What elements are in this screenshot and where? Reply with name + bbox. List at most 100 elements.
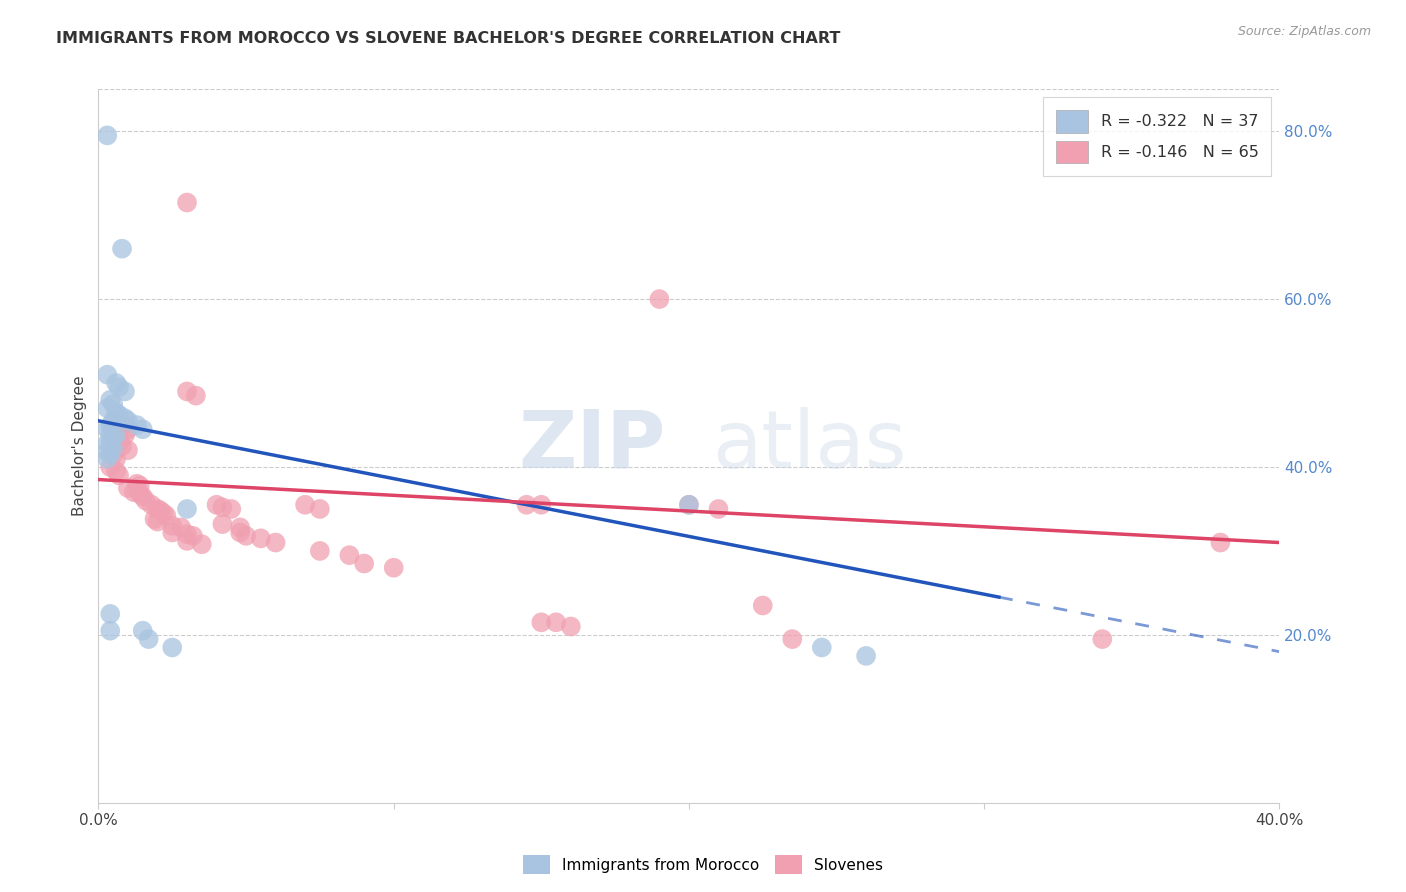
Point xyxy=(339,548,360,562)
Point xyxy=(515,498,537,512)
Text: IMMIGRANTS FROM MOROCCO VS SLOVENE BACHELOR'S DEGREE CORRELATION CHART: IMMIGRANTS FROM MOROCCO VS SLOVENE BACHE… xyxy=(56,31,841,46)
Text: ZIP: ZIP xyxy=(517,407,665,485)
Point xyxy=(117,481,139,495)
Point xyxy=(125,476,148,491)
Point xyxy=(111,417,134,432)
Point xyxy=(96,451,118,466)
Point xyxy=(98,460,121,475)
Point xyxy=(103,397,125,411)
Point xyxy=(162,640,183,655)
Point xyxy=(170,520,193,534)
Point xyxy=(382,560,405,574)
Point xyxy=(264,535,287,549)
Point xyxy=(103,431,125,445)
Point xyxy=(117,414,139,428)
Point xyxy=(191,537,214,551)
Point xyxy=(810,640,832,655)
Point xyxy=(96,401,118,416)
Point xyxy=(546,615,568,630)
Point xyxy=(707,502,730,516)
Point xyxy=(125,417,148,432)
Point xyxy=(98,607,121,621)
Point xyxy=(211,500,233,515)
Point xyxy=(135,493,157,508)
Point xyxy=(103,442,125,456)
Point xyxy=(122,485,145,500)
Y-axis label: Bachelor's Degree: Bachelor's Degree xyxy=(72,376,87,516)
Point xyxy=(162,525,183,540)
Point xyxy=(229,520,252,534)
Point xyxy=(96,422,118,436)
Text: Source: ZipAtlas.com: Source: ZipAtlas.com xyxy=(1237,25,1371,38)
Point xyxy=(309,502,332,516)
Point xyxy=(105,428,128,442)
Point xyxy=(98,433,121,447)
Point xyxy=(782,632,804,646)
Legend: Immigrants from Morocco, Slovenes: Immigrants from Morocco, Slovenes xyxy=(516,849,890,880)
Point xyxy=(229,525,252,540)
Point xyxy=(103,447,125,461)
Point xyxy=(98,447,121,461)
Point xyxy=(294,498,316,512)
Point xyxy=(111,242,134,256)
Point xyxy=(235,529,257,543)
Point xyxy=(108,380,131,394)
Point xyxy=(309,544,332,558)
Point xyxy=(103,431,125,445)
Point xyxy=(155,508,177,523)
Point xyxy=(108,468,131,483)
Point xyxy=(751,599,773,613)
Point xyxy=(143,512,166,526)
Point xyxy=(105,405,128,419)
Point xyxy=(184,389,207,403)
Point xyxy=(98,392,121,407)
Point xyxy=(211,517,233,532)
Point xyxy=(132,624,155,638)
Point xyxy=(530,498,553,512)
Point xyxy=(250,532,273,546)
Point xyxy=(162,518,183,533)
Point xyxy=(146,502,169,516)
Point xyxy=(98,439,121,453)
Point xyxy=(108,408,131,422)
Point xyxy=(353,557,375,571)
Point xyxy=(1091,632,1114,646)
Point xyxy=(105,451,128,466)
Point xyxy=(128,487,150,501)
Point xyxy=(152,506,174,520)
Point xyxy=(114,411,136,425)
Point xyxy=(138,632,160,646)
Point xyxy=(105,464,128,478)
Point xyxy=(678,498,700,512)
Point xyxy=(132,422,155,436)
Point xyxy=(176,527,198,541)
Text: atlas: atlas xyxy=(713,407,907,485)
Point xyxy=(98,624,121,638)
Point xyxy=(176,533,198,548)
Point xyxy=(103,414,125,428)
Point xyxy=(176,502,198,516)
Legend: R = -0.322   N = 37, R = -0.146   N = 65: R = -0.322 N = 37, R = -0.146 N = 65 xyxy=(1043,97,1271,176)
Point xyxy=(96,128,118,143)
Point xyxy=(855,648,877,663)
Point xyxy=(530,615,553,630)
Point xyxy=(146,515,169,529)
Point xyxy=(105,414,128,428)
Point xyxy=(181,529,204,543)
Point xyxy=(98,417,121,432)
Point xyxy=(117,443,139,458)
Point xyxy=(560,619,582,633)
Point xyxy=(219,502,242,516)
Point xyxy=(96,445,118,459)
Point xyxy=(114,428,136,442)
Point xyxy=(128,478,150,492)
Point xyxy=(176,384,198,399)
Point xyxy=(111,439,134,453)
Point xyxy=(1209,535,1232,549)
Point xyxy=(176,195,198,210)
Point xyxy=(105,376,128,390)
Point xyxy=(117,422,139,436)
Point xyxy=(108,434,131,449)
Point xyxy=(648,292,671,306)
Point xyxy=(98,426,121,441)
